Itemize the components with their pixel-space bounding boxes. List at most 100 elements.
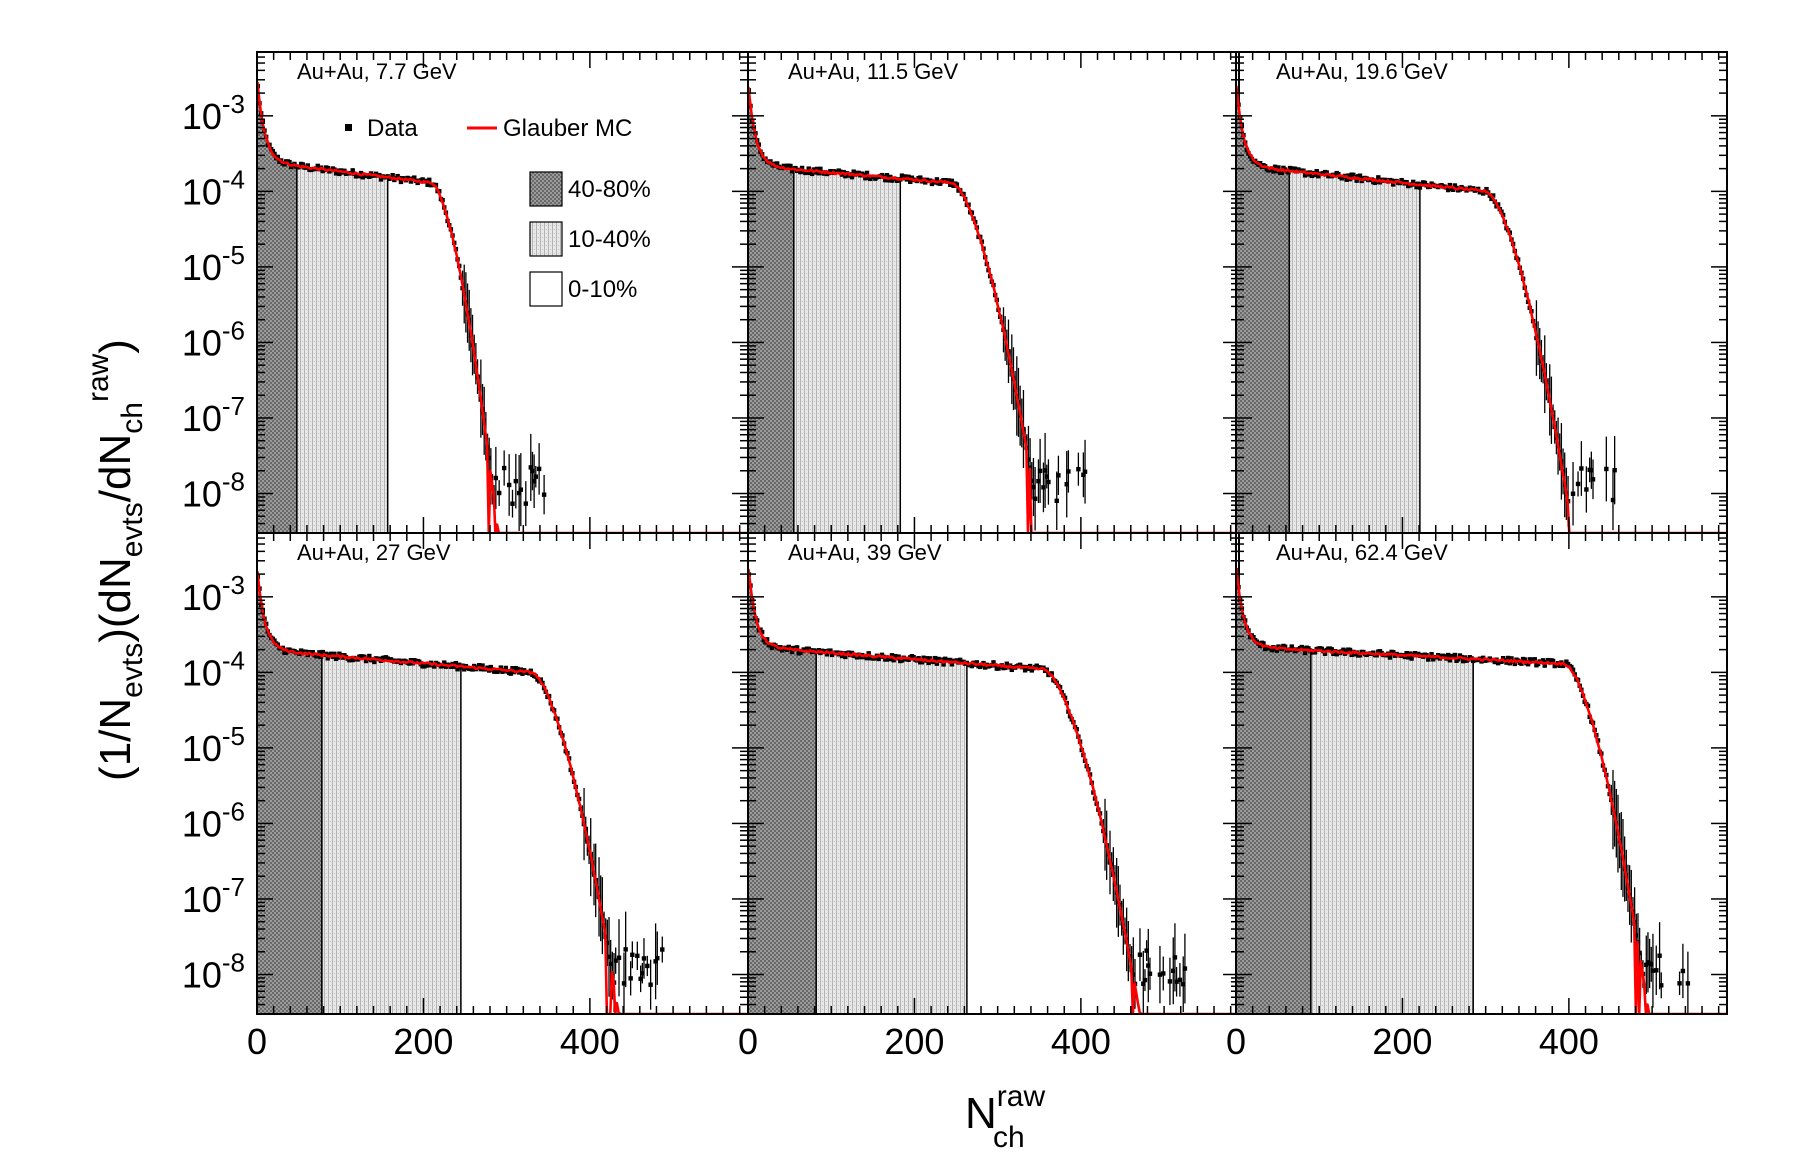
data-point [1056,473,1061,478]
data-point [1336,172,1341,177]
band-10-40 [793,168,902,533]
x-tick-label: 0 [1226,1021,1246,1062]
data-point [818,166,823,172]
data-point [660,947,665,952]
data-point [1354,178,1359,183]
data-point [1064,482,1069,487]
data-point [648,982,653,987]
data-point [501,465,507,471]
data-point [843,654,848,660]
data-point [452,664,457,669]
data-point [906,657,911,662]
data-point [1319,646,1324,652]
data-point [427,177,432,183]
data-point [949,662,955,667]
data-point [948,657,953,663]
data-point [1301,646,1306,651]
x-tick-label: 200 [1372,1021,1432,1062]
data-point [1289,644,1294,649]
data-point [1455,657,1461,662]
data-point [828,648,833,653]
data-point [896,654,901,659]
data-point [954,182,960,187]
data-point [1282,644,1288,649]
data-point [1492,659,1498,665]
data-point [1174,979,1179,984]
data-point [462,667,467,672]
data-point [1550,658,1556,664]
data-point [1257,643,1263,649]
data-point [496,668,502,673]
data-point [933,655,938,661]
data-point [1532,657,1537,662]
data-point [1590,477,1596,482]
glauber-mc-line [748,86,1238,533]
data-point [442,660,447,665]
data-point [1557,663,1562,668]
data-point [1406,655,1411,660]
data-point [1404,651,1409,656]
data-point [1022,668,1028,673]
data-point [908,179,913,185]
data-point [863,176,868,181]
data-point [1272,164,1278,170]
panel-3: Au+Au, 19.6 GeV [1235,51,1728,534]
data-point [530,468,535,474]
data-point [1446,652,1451,658]
band-10-40 [296,164,389,533]
data-point [1584,487,1589,492]
data-point [1570,667,1576,672]
panel-ticks [256,51,748,534]
panel-label: Au+Au, 11.5 GeV [788,59,959,84]
data-point [921,655,926,660]
data-point [774,161,780,166]
data-point [813,170,818,175]
data-point [528,668,533,673]
data-point [1654,968,1659,973]
data-point [1480,655,1486,661]
data-point [1659,983,1664,988]
data-point [788,163,793,169]
data-point [528,465,533,470]
data-point [768,643,773,648]
data-point [310,650,315,655]
data-point [1157,972,1163,977]
legend-band-label: 40-80% [568,176,651,203]
data-point [541,492,547,497]
band-40-80 [748,567,817,1014]
data-point [1247,154,1253,159]
data-point [1402,654,1408,660]
data-point [1575,481,1581,487]
data-point [851,169,856,174]
data-point [520,671,525,676]
data-point [761,637,767,643]
data-point [924,656,930,661]
data-point [891,658,896,663]
data-point [866,651,871,656]
data-point [503,665,509,671]
y-tick-label: 10-8 [182,948,245,996]
data-point [1171,968,1176,974]
data-point [991,660,996,665]
data-point [372,659,377,665]
data-point [1426,657,1431,662]
data-point [325,165,330,171]
data-point [1146,963,1151,968]
data-point [949,178,955,184]
data-point [270,149,276,154]
data-point [816,171,821,176]
data-point [958,657,963,663]
data-point [333,171,339,176]
data-point [1292,166,1298,172]
panel-label: Au+Au, 62.4 GeV [1276,540,1448,565]
data-point [1026,457,1031,462]
data-point [1032,496,1038,501]
data-point [1029,478,1034,484]
data-point [518,487,524,492]
y-tick-label: 10-8 [182,467,245,515]
data-point [272,638,277,643]
data-point [287,159,292,165]
data-point [1579,466,1584,471]
panel-1: Au+Au, 7.7 GeV [256,51,749,534]
data-point [1279,170,1284,176]
